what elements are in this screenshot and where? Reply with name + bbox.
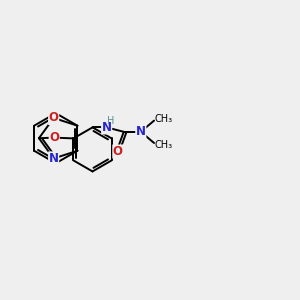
Text: H: H xyxy=(106,116,114,126)
Text: N: N xyxy=(102,121,112,134)
Text: CH₃: CH₃ xyxy=(155,140,173,150)
Text: N: N xyxy=(136,125,146,138)
Text: O: O xyxy=(113,145,123,158)
Text: CH₃: CH₃ xyxy=(155,114,173,124)
Text: O: O xyxy=(49,112,58,124)
Text: N: N xyxy=(49,152,58,165)
Text: O: O xyxy=(49,131,59,144)
